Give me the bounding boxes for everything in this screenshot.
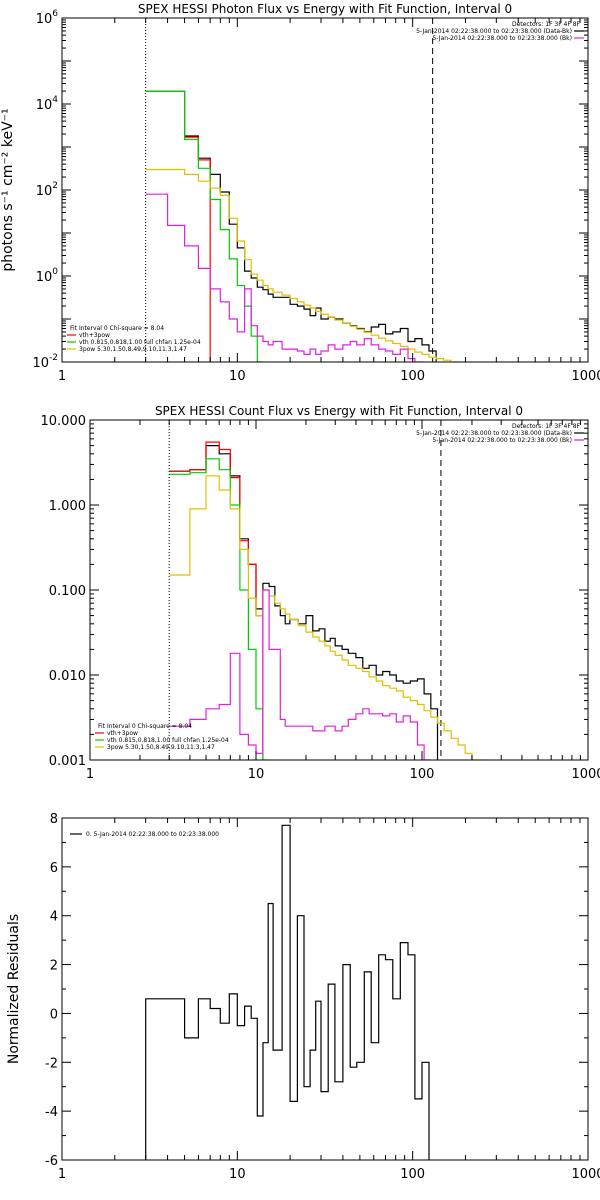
series-group: [145, 90, 459, 362]
legend-top-right: Detectors: 1F 3F 4F 8F5-Jan-2014 02:22:3…: [416, 423, 584, 444]
x-tick-label: 10: [229, 1167, 246, 1182]
x-tick-label: 10: [229, 369, 246, 384]
y-tick-label: 10-2: [32, 353, 58, 371]
y-tick-label: -2: [45, 1056, 58, 1071]
y-tick-label: 10.000: [41, 414, 87, 429]
series-line-4: [169, 589, 431, 760]
legend-entry-0: 5-Jan-2014 02:22:38.000 to 02:23:38.000 …: [416, 430, 572, 437]
legend-entry-0: 0. 5-Jan-2014 02:22:38.000 to 02:23:38.0…: [86, 831, 219, 838]
y-tick-label: 6: [50, 861, 58, 876]
y-axis-label: photons s⁻¹ cm⁻² keV⁻¹: [0, 108, 16, 271]
series-line-1: [184, 136, 211, 362]
x-tick-label: 10: [248, 767, 265, 782]
photon-flux-chart: SPEX HESSI Photon Flux vs Energy with Fi…: [0, 2, 600, 384]
y-tick-label: 0.100: [49, 584, 86, 599]
series-line-0: [145, 90, 437, 362]
x-tick-label: 100: [400, 369, 425, 384]
y-tick-label: 8: [50, 812, 58, 827]
legend-entry-0: 5-Jan-2014 02:22:38.000 to 02:23:38.000 …: [416, 28, 572, 35]
y-tick-label: -6: [45, 1154, 58, 1169]
y-tick-label: 104: [36, 95, 59, 113]
y-axis-label: Normalized Residuals: [6, 914, 22, 1064]
y-tick-label: 4: [50, 910, 58, 925]
chart-title: SPEX HESSI Count Flux vs Energy with Fit…: [155, 404, 523, 418]
legend-bottom-left: Fit Interval 0 Chi-square = 8.04vth+3pow…: [95, 723, 229, 751]
plot-frame: [61, 817, 589, 1161]
series-group: [145, 824, 430, 1160]
legend-entry-0: vth+3pow: [79, 332, 110, 339]
legend-fit-header: Fit Interval 0 Chi-square = 8.04: [98, 723, 192, 730]
y-tick-label: -4: [45, 1105, 58, 1120]
legend-entry-1: 5-Jan-2014 02:22:38.000 to 02:23:38.000 …: [432, 437, 572, 444]
series-line-4: [145, 193, 422, 362]
series-group: [169, 441, 487, 760]
legend-top-right: Detectors: 1F 3F 4F 8F5-Jan-2014 02:22:3…: [416, 21, 584, 42]
plot-frame: [61, 17, 589, 363]
y-tick-label: 1.000: [49, 499, 86, 514]
y-tick-label: 106: [36, 9, 59, 27]
legend-entry-0: vth+3pow: [107, 730, 138, 737]
y-tick-label: 0.001: [49, 754, 86, 769]
y-tick-label: 100: [36, 267, 59, 285]
series-line-3: [145, 168, 459, 362]
x-tick-label: 1: [58, 369, 66, 384]
series-line-2: [145, 90, 263, 362]
y-tick-label: 0.010: [49, 669, 86, 684]
count-flux-chart: SPEX HESSI Count Flux vs Energy with Fit…: [41, 404, 600, 782]
plot-frame: [89, 419, 589, 761]
legend-entry-1: vth 0.815,0.818,1.00 full chfan 1.25e-04: [79, 339, 201, 346]
legend-entry-1: 5-Jan-2014 02:22:38.000 to 02:23:38.000 …: [432, 35, 572, 42]
legend-entry-2: 3pow 5.30,1.50,8.49,9.10,11.3,1.47: [107, 744, 215, 751]
x-tick-label: 100: [400, 1167, 425, 1182]
x-tick-label: 1: [86, 767, 94, 782]
series-line-3: [169, 475, 487, 760]
y-tick-label: 0: [50, 1007, 58, 1022]
y-tick-label: 2: [50, 959, 58, 974]
legend-top-left: 0. 5-Jan-2014 02:22:38.000 to 02:23:38.0…: [70, 831, 219, 838]
x-tick-label: 100: [410, 767, 435, 782]
series-line-0: [145, 824, 430, 1160]
legend-fit-header: Fit Interval 0 Chi-square = 8.04: [70, 325, 164, 332]
legend-detectors: Detectors: 1F 3F 4F 8F: [512, 423, 581, 430]
series-line-2: [169, 458, 270, 760]
legend-detectors: Detectors: 1F 3F 4F 8F: [512, 21, 581, 28]
legend-bottom-left: Fit Interval 0 Chi-square = 8.04vth+3pow…: [67, 325, 201, 353]
x-tick-label: 1: [58, 1167, 66, 1182]
series-line-0: [169, 445, 439, 760]
chart-title: SPEX HESSI Photon Flux vs Energy with Fi…: [138, 2, 512, 16]
legend-entry-1: vth 0.815,0.818,1.00 full chfan 1.25e-04: [107, 737, 229, 744]
y-tick-label: 102: [36, 181, 58, 199]
legend-entry-2: 3pow 5.30,1.50,8.49,9.10,11.3,1.47: [79, 346, 187, 353]
